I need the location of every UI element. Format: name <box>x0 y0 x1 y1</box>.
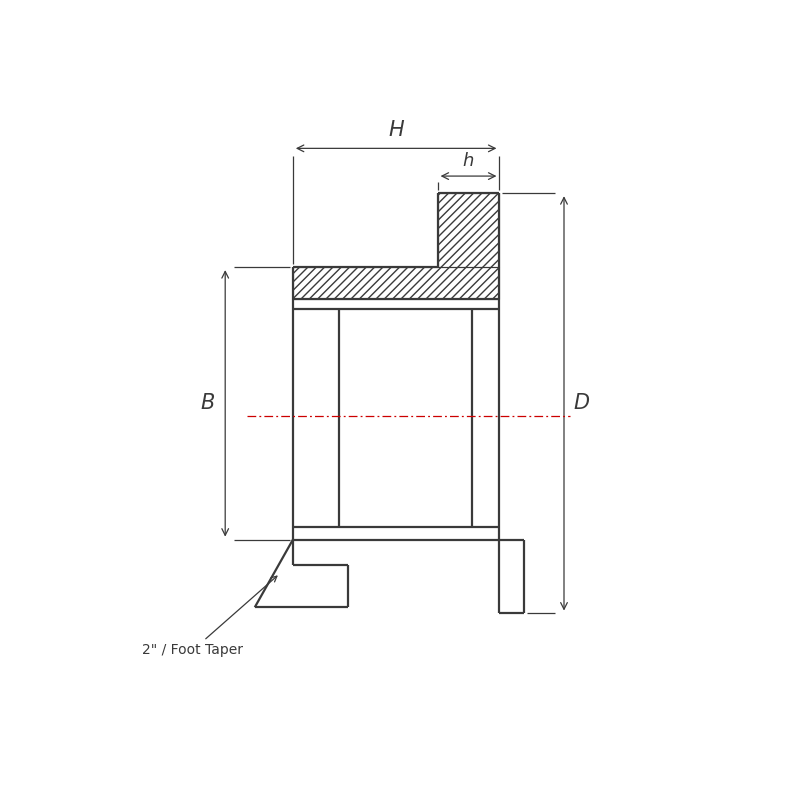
Text: B: B <box>201 394 215 414</box>
Text: 2" / Foot Taper: 2" / Foot Taper <box>142 576 277 658</box>
Text: h: h <box>463 152 474 170</box>
Text: H: H <box>388 120 404 140</box>
Text: D: D <box>573 394 590 414</box>
